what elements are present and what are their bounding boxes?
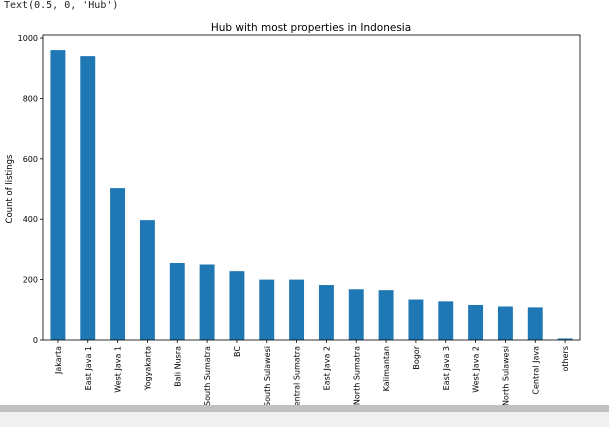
bar xyxy=(50,50,66,341)
bar xyxy=(318,285,334,340)
x-tick-label: Bali Nusra xyxy=(173,346,182,387)
bar xyxy=(289,279,305,340)
x-tick-label: North Sumatra xyxy=(352,346,361,405)
bar xyxy=(229,271,245,340)
x-tick-label: North Sulawesi xyxy=(501,346,510,405)
y-tick-label: 800 xyxy=(23,94,38,103)
x-tick-label: Central Java xyxy=(531,346,540,395)
bar xyxy=(408,299,424,340)
y-tick-label: 1000 xyxy=(18,34,38,43)
x-tick-label: East Java 1 xyxy=(84,346,93,390)
plot-area: Jakarta East Java 1 West Java 1 Yogyakarta B… xyxy=(18,34,581,405)
x-tick-label: others xyxy=(561,346,570,371)
x-tick-label: South Sulawesi xyxy=(263,346,272,405)
y-axis-label: Count of listings xyxy=(5,154,15,223)
cell-output-text: Text(0.5, 0, 'Hub') xyxy=(4,0,119,11)
x-tick-label: Kalimantan xyxy=(382,346,391,391)
chart-title: Hub with most properties in Indonesia xyxy=(211,22,411,34)
x-tick-label: Yogyakarta xyxy=(143,346,152,391)
bar xyxy=(169,262,185,340)
x-tick-label: West Java 1 xyxy=(114,346,123,393)
bar xyxy=(557,338,573,340)
output-footer xyxy=(0,412,609,427)
bar xyxy=(348,289,364,340)
horizontal-scrollbar[interactable] xyxy=(0,405,609,412)
bar xyxy=(497,306,513,340)
x-tick-label: West Java 2 xyxy=(472,346,481,393)
bar xyxy=(468,304,484,340)
x-tick-label: East Java 3 xyxy=(442,346,451,390)
bar xyxy=(438,301,454,340)
bar xyxy=(378,290,394,340)
bar xyxy=(259,279,275,340)
y-tick-label: 600 xyxy=(23,155,38,164)
x-tick-label: Bogor xyxy=(412,345,421,369)
y-tick-label: 200 xyxy=(23,276,38,285)
x-tick-label: South Sumatra xyxy=(203,346,212,405)
x-tick-label: Central Sumatra xyxy=(293,346,302,405)
bar xyxy=(199,264,215,340)
x-tick-label: Jakarta xyxy=(54,346,63,375)
plot-frame xyxy=(42,34,581,341)
bar xyxy=(139,220,155,340)
bar xyxy=(527,307,543,340)
x-tick-label: BC xyxy=(233,346,242,357)
x-tick-label: East Java 2 xyxy=(322,346,331,390)
bar xyxy=(80,56,96,341)
y-tick-label: 400 xyxy=(23,215,38,224)
bar-chart: Hub with most properties in Indonesia Co… xyxy=(5,22,581,405)
bar xyxy=(110,188,126,340)
y-tick-label: 0 xyxy=(33,336,38,345)
